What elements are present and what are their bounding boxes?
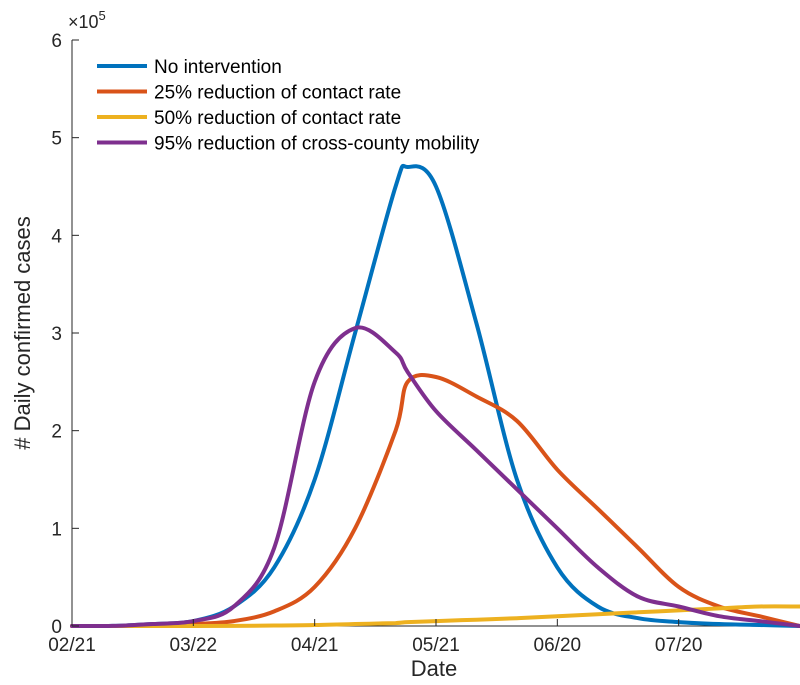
y-tick-label: 2 (51, 422, 62, 443)
y-tick-label: 0 (51, 617, 62, 638)
plot-area: 0 1 2 3 4 5 6 02/21 03/22 04/21 05/21 06/20 07/20 (48, 31, 800, 656)
legend-label-3: 50% reduction of contact rate (154, 108, 401, 129)
y-ticks: 0 1 2 3 4 5 6 (51, 31, 79, 638)
x-tick-label: 03/22 (170, 635, 218, 656)
x-tick-label: 05/21 (412, 635, 460, 656)
x-tick-label: 06/20 (534, 635, 582, 656)
x-tick-label: 02/21 (48, 635, 96, 656)
y-tick-label: 1 (51, 519, 62, 540)
x-tick-label: 04/21 (291, 635, 339, 656)
legend-label-2: 25% reduction of contact rate (154, 83, 401, 104)
y-exponent-power: 5 (99, 8, 106, 23)
x-axis-label: Date (411, 656, 457, 681)
y-exponent-label: ×105 (68, 8, 106, 32)
y-tick-label: 4 (51, 226, 62, 247)
series-group (70, 163, 800, 629)
legend-label-4: 95% reduction of cross-county mobility (154, 134, 480, 155)
y-axis-label: # Daily confirmed cases (10, 216, 35, 450)
x-tick-label: 07/20 (655, 635, 703, 656)
series-line-1 (70, 163, 800, 629)
y-tick-label: 6 (51, 31, 62, 52)
series-line-4 (70, 325, 800, 629)
legend: No intervention 25% reduction of contact … (97, 57, 480, 155)
y-tick-label: 5 (51, 129, 62, 150)
x-ticks: 02/21 03/22 04/21 05/21 06/20 07/20 (48, 619, 702, 656)
y-tick-label: 3 (51, 324, 62, 345)
legend-label-1: No intervention (154, 57, 282, 78)
series-line-3 (70, 604, 800, 628)
